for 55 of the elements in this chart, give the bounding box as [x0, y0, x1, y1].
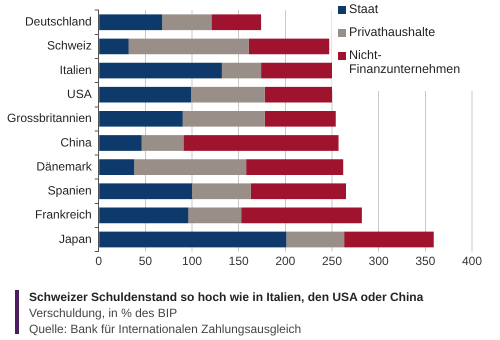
x-tick-label: 350	[415, 254, 436, 268]
bar	[134, 159, 246, 175]
y-tick-label: Schweiz	[47, 38, 92, 53]
bar	[99, 14, 162, 30]
x-tick-label: 250	[322, 254, 342, 268]
bar	[184, 135, 339, 151]
x-tick-label: 100	[182, 254, 202, 268]
y-tick-label: USA	[67, 87, 92, 102]
x-tick-label: 300	[368, 254, 390, 268]
y-tick-label: Deutschland	[24, 14, 92, 29]
text: Verschuldung, in % des BIP	[29, 305, 178, 321]
text: Schweizer Schuldenstand so hoch wie in Italien, den USA oder China	[29, 289, 424, 305]
bar	[99, 208, 188, 224]
bar	[212, 14, 262, 30]
y-tick-label: Grossbritannien	[6, 111, 92, 126]
bar	[99, 62, 222, 78]
bar	[261, 62, 332, 78]
bar	[248, 38, 330, 54]
bar	[128, 38, 249, 54]
legend-label: Nicht-Finanzunternehmen	[349, 48, 460, 76]
bar	[99, 38, 129, 54]
x-tick-label: 0	[95, 254, 102, 268]
bar	[142, 135, 184, 151]
y-tick-label: Dänemark	[36, 159, 93, 174]
y-tick-label: Frankreich	[35, 208, 92, 222]
x-tick-label: 400	[462, 254, 482, 268]
bar	[264, 86, 332, 103]
legend-label: Staat	[349, 2, 378, 16]
y-tick-label: China	[60, 135, 92, 150]
bar	[188, 208, 242, 224]
bar	[222, 62, 262, 78]
bar	[99, 86, 192, 103]
bar	[99, 159, 134, 175]
bar	[162, 14, 212, 30]
bar	[344, 232, 434, 248]
x-tick-label: 200	[275, 254, 296, 268]
bar	[192, 183, 251, 200]
y-tick-label: Spanien	[48, 184, 92, 198]
x-tick-label: 150	[228, 254, 250, 268]
bar	[264, 110, 336, 127]
legend-label: Privathaushalte	[349, 25, 436, 39]
bar	[182, 110, 265, 127]
bar	[250, 183, 346, 200]
bar	[246, 159, 344, 175]
bar	[99, 135, 142, 151]
x-tick-label: 50	[138, 254, 152, 268]
bar	[99, 232, 286, 248]
bar	[99, 110, 183, 127]
bar	[241, 208, 362, 224]
bar	[191, 86, 265, 103]
bar	[99, 183, 192, 200]
y-tick-label: Japan	[59, 232, 92, 246]
bar	[286, 232, 344, 248]
y-tick-label: Italien	[60, 62, 92, 77]
source-note: Quelle: Bank für Internationalen Zahlungsausgleich	[29, 321, 302, 337]
